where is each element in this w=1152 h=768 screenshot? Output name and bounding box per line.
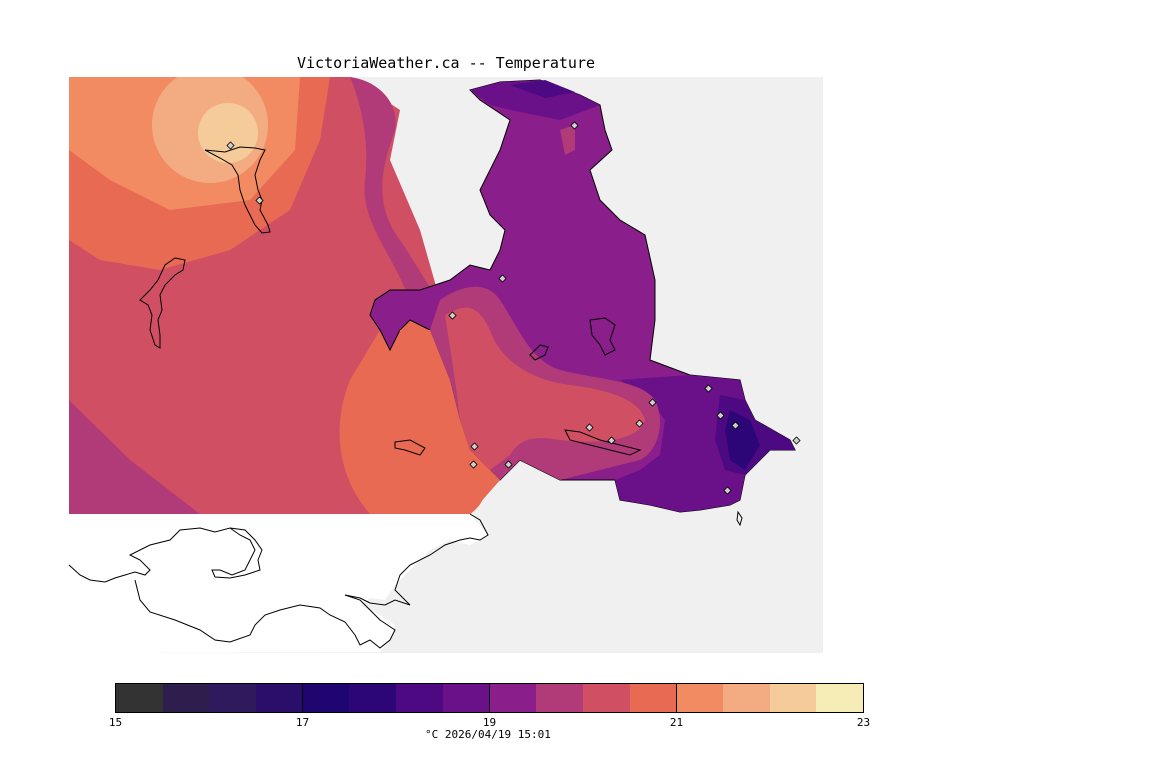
olympic-coast-fill: [69, 565, 390, 652]
colorbar-tick: [863, 683, 864, 713]
colorbar-segment: [629, 684, 677, 712]
colorbar-tick: [115, 683, 116, 713]
colorbar-segment: [116, 684, 163, 712]
colorbar-segment: [582, 684, 630, 712]
temperature-field-east: [369, 79, 796, 514]
colorbar-segment: [536, 684, 583, 712]
colorbar-segment: [349, 684, 397, 712]
colorbar-tick: [676, 683, 677, 713]
map-title: VictoriaWeather.ca -- Temperature: [297, 54, 596, 72]
colorbar-segment: [396, 684, 443, 712]
colorbar-segment: [769, 684, 817, 712]
colorbar-tick-label: 23: [856, 716, 871, 729]
colorbar-segment: [442, 684, 490, 712]
colorbar-segment: [816, 684, 863, 712]
colorbar-tick-label: 17: [295, 716, 310, 729]
colorbar-segment: [722, 684, 770, 712]
temperature-colorbar: [115, 683, 864, 713]
colorbar-tick-label: 21: [669, 716, 684, 729]
colorbar-segment: [489, 684, 537, 712]
colorbar-segment: [676, 684, 723, 712]
southern-landmass: [69, 514, 488, 653]
station-markers: [226, 121, 801, 495]
coastlines: [68, 146, 743, 649]
colorbar-segment: [162, 684, 210, 712]
colorbar-segment: [302, 684, 350, 712]
colorbar-segment: [209, 684, 257, 712]
colorbar-caption: °C 2026/04/19 15:01: [425, 728, 551, 741]
colorbar-segment: [256, 684, 303, 712]
colorbar-tick-label: 19: [482, 716, 497, 729]
colorbar-tick: [302, 683, 303, 713]
colorbar-tick-label: 15: [108, 716, 123, 729]
colorbar-tick: [489, 683, 490, 713]
